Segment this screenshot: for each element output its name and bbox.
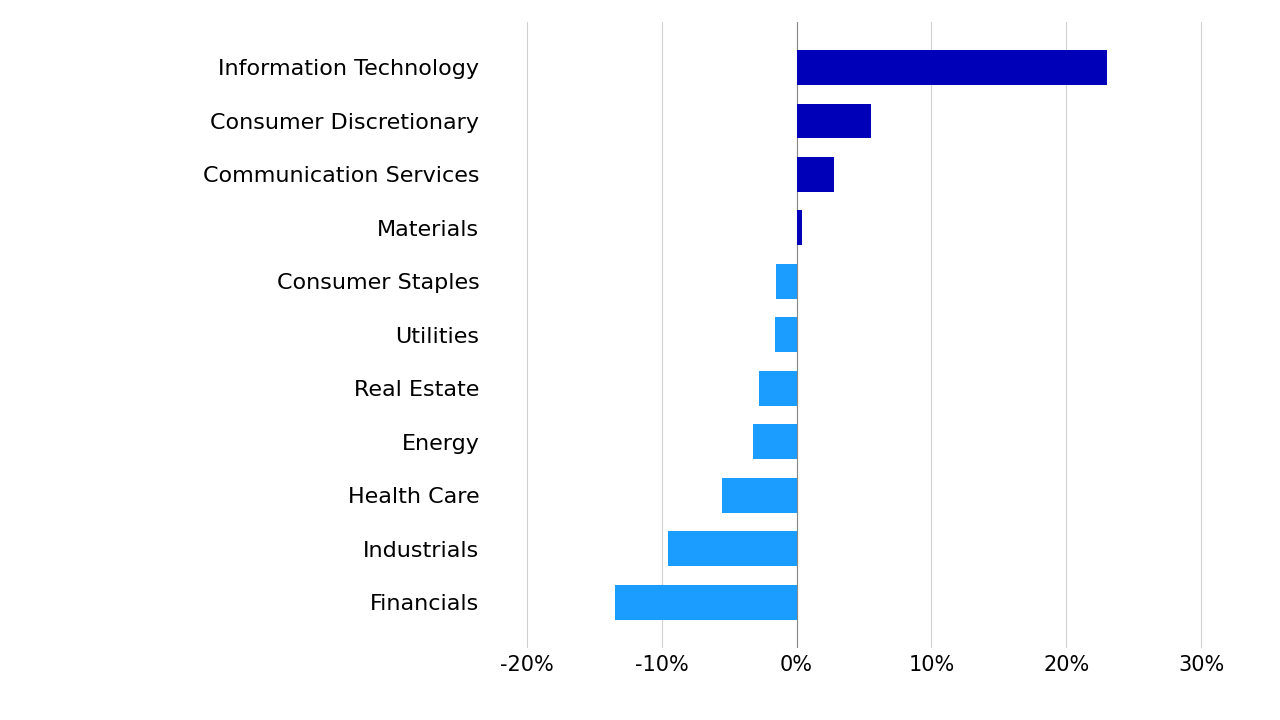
Bar: [777, 264, 796, 299]
Bar: [774, 318, 796, 352]
Bar: [796, 104, 870, 138]
Bar: [754, 424, 796, 459]
Bar: [722, 478, 796, 513]
Bar: [796, 157, 835, 192]
Bar: [796, 50, 1107, 85]
Bar: [796, 210, 803, 246]
Bar: [614, 585, 796, 619]
Bar: [668, 531, 796, 566]
Bar: [759, 371, 796, 405]
